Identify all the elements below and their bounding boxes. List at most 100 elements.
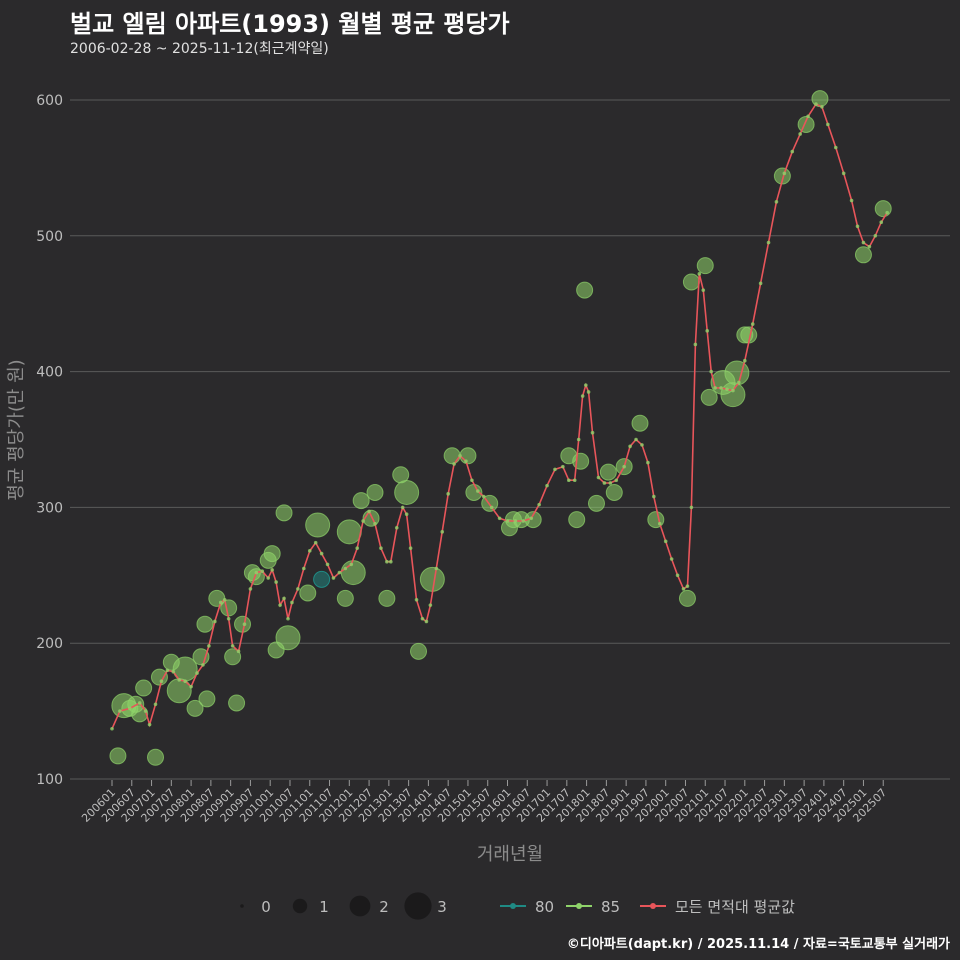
average-point	[470, 478, 474, 483]
average-point	[584, 383, 588, 387]
average-point	[165, 668, 170, 673]
average-point	[697, 272, 702, 276]
footer-credit: ©디아파트(dapt.kr) / 2025.11.14 / 자료=국토교통부 실…	[566, 937, 950, 952]
average-line-group	[110, 102, 889, 731]
data-point-85	[631, 414, 649, 432]
data-point-85	[305, 512, 331, 538]
average-point	[481, 494, 486, 499]
average-point	[408, 546, 413, 550]
data-point-85	[874, 200, 892, 218]
average-point	[590, 430, 595, 435]
data-point-85	[150, 668, 168, 686]
average-point	[705, 329, 710, 333]
data-point-85	[224, 648, 242, 666]
data-point-85	[696, 257, 714, 275]
average-point	[424, 619, 429, 624]
legend-marker	[510, 903, 516, 909]
chart-subtitle: 2006-02-28 ~ 2025-11-12(최근계약일)	[70, 41, 329, 57]
data-point-85	[263, 545, 281, 563]
average-point	[833, 145, 838, 150]
average-point	[608, 481, 613, 485]
legend-size-label: 3	[437, 898, 447, 916]
average-point	[693, 342, 698, 347]
average-point	[725, 387, 729, 392]
data-point-85	[576, 281, 594, 299]
average-point	[743, 358, 747, 363]
average-point	[820, 104, 824, 109]
y-tick-label: 200	[36, 636, 63, 652]
average-point	[640, 443, 644, 447]
average-point	[861, 240, 866, 245]
average-point	[302, 566, 306, 571]
x-axis-label: 거래년월	[477, 844, 543, 865]
average-point	[464, 459, 468, 464]
y-tick-label: 100	[36, 772, 63, 788]
average-point	[434, 566, 439, 571]
average-point	[545, 483, 549, 488]
legend: 0 1 2 3 80 85 모든 면적대 평균값	[240, 892, 795, 920]
average-point	[652, 494, 656, 499]
average-point	[385, 559, 389, 564]
average-point	[553, 467, 557, 472]
average-point	[319, 551, 324, 556]
average-point	[529, 516, 534, 521]
average-point	[709, 369, 713, 374]
average-point	[614, 478, 619, 483]
average-point	[361, 519, 365, 523]
average-point	[218, 600, 223, 605]
legend-marker	[576, 903, 582, 909]
data-point-85	[682, 273, 700, 291]
average-point	[826, 122, 830, 127]
average-point	[855, 224, 860, 229]
average-point	[476, 489, 480, 493]
average-point	[159, 679, 164, 684]
data-point-85	[568, 511, 586, 529]
legend-size-label: 2	[379, 898, 389, 916]
average-point	[567, 478, 571, 483]
data-point-85	[135, 679, 153, 697]
average-point	[713, 386, 717, 390]
average-point	[685, 584, 690, 588]
data-point-85	[587, 494, 605, 512]
average-point	[634, 437, 638, 442]
data-point-85	[443, 447, 461, 465]
average-point	[349, 562, 354, 567]
average-point	[849, 198, 854, 203]
legend-label: 85	[601, 898, 620, 916]
average-point	[452, 462, 456, 466]
data-points	[109, 90, 892, 766]
data-point-85	[336, 519, 362, 545]
average-point	[513, 519, 518, 523]
average-point	[420, 616, 425, 621]
y-axis-label: 평균 평당가(만 원)	[6, 359, 27, 500]
data-point-85	[647, 511, 665, 529]
average-point	[458, 453, 462, 458]
data-point-85	[196, 615, 214, 633]
data-point-85	[186, 699, 204, 717]
average-point	[355, 546, 360, 550]
average-point	[758, 281, 763, 286]
chart-title: 벌교 엘림 아파트(1993) 월별 평균 평당가	[70, 10, 510, 38]
average-point	[222, 597, 227, 602]
legend-label: 80	[535, 898, 554, 916]
average-point	[266, 576, 271, 580]
data-point-85	[854, 246, 872, 264]
data-point-85	[605, 483, 623, 501]
average-point	[663, 539, 668, 544]
average-point	[669, 557, 674, 561]
average-point	[879, 220, 884, 225]
average-point	[254, 570, 259, 575]
average-point	[428, 603, 433, 607]
average-point	[127, 706, 132, 711]
average-point	[689, 505, 694, 510]
legend-label: 모든 면적대 평균값	[675, 898, 795, 916]
average-point	[207, 644, 211, 648]
data-point-85	[247, 568, 265, 586]
average-point	[296, 587, 300, 591]
average-point	[489, 505, 494, 510]
average-point	[798, 132, 802, 136]
average-point	[389, 559, 393, 564]
data-point-85	[724, 360, 750, 386]
average-point	[343, 566, 348, 571]
